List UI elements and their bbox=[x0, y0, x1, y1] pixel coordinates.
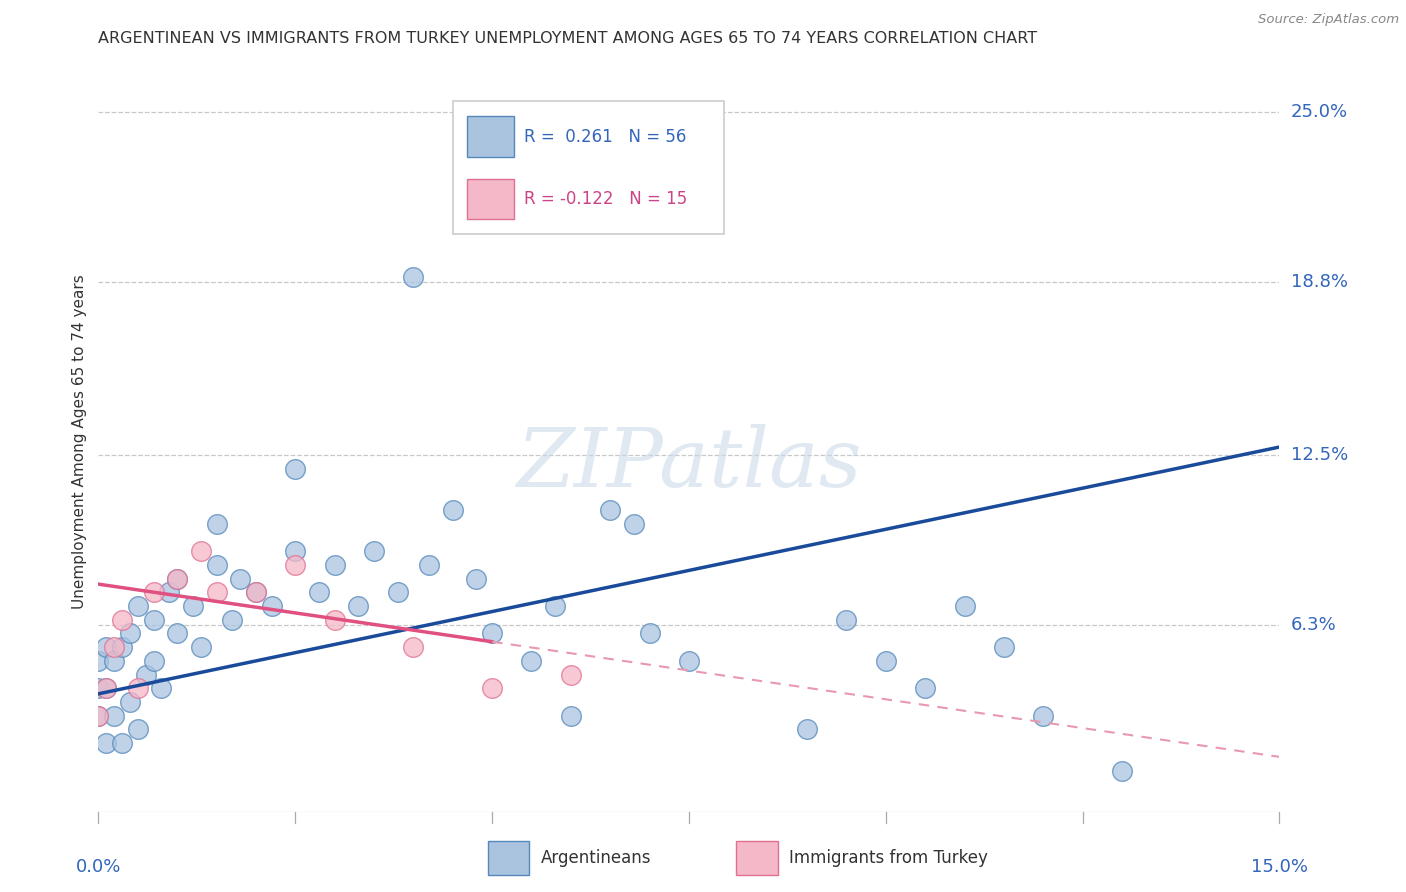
Point bbox=[87, 708, 110, 723]
Point bbox=[96, 736, 118, 750]
Point bbox=[142, 654, 165, 668]
Text: ZIPatlas: ZIPatlas bbox=[516, 424, 862, 504]
Point bbox=[323, 613, 346, 627]
Point bbox=[1032, 708, 1054, 723]
Point bbox=[190, 640, 212, 655]
Point bbox=[127, 681, 149, 696]
Y-axis label: Unemployment Among Ages 65 to 74 years: Unemployment Among Ages 65 to 74 years bbox=[72, 274, 87, 609]
Point bbox=[166, 572, 188, 586]
Point bbox=[96, 681, 118, 696]
Point bbox=[544, 599, 567, 613]
Point bbox=[87, 654, 110, 668]
Point bbox=[87, 708, 110, 723]
Point bbox=[135, 667, 157, 681]
Point bbox=[308, 585, 330, 599]
Point bbox=[387, 585, 409, 599]
Point bbox=[96, 640, 118, 655]
Point bbox=[363, 544, 385, 558]
Point bbox=[284, 462, 307, 476]
Point bbox=[205, 558, 228, 572]
Text: 18.8%: 18.8% bbox=[1291, 274, 1347, 292]
Point bbox=[284, 558, 307, 572]
Point bbox=[142, 585, 165, 599]
Point bbox=[835, 613, 858, 627]
Point bbox=[520, 654, 543, 668]
Text: 12.5%: 12.5% bbox=[1291, 446, 1348, 464]
Point bbox=[418, 558, 440, 572]
Text: Source: ZipAtlas.com: Source: ZipAtlas.com bbox=[1258, 13, 1399, 27]
Point bbox=[118, 695, 141, 709]
Point bbox=[127, 599, 149, 613]
Point bbox=[441, 503, 464, 517]
Text: Immigrants from Turkey: Immigrants from Turkey bbox=[789, 849, 988, 867]
Point bbox=[560, 708, 582, 723]
Point bbox=[205, 516, 228, 531]
Point bbox=[638, 626, 661, 640]
Text: R =  0.261   N = 56: R = 0.261 N = 56 bbox=[523, 128, 686, 145]
Point bbox=[96, 681, 118, 696]
Point bbox=[205, 585, 228, 599]
Point bbox=[166, 626, 188, 640]
Point bbox=[103, 654, 125, 668]
Point bbox=[481, 626, 503, 640]
Point bbox=[103, 640, 125, 655]
Text: ARGENTINEAN VS IMMIGRANTS FROM TURKEY UNEMPLOYMENT AMONG AGES 65 TO 74 YEARS COR: ARGENTINEAN VS IMMIGRANTS FROM TURKEY UN… bbox=[98, 31, 1038, 46]
FancyBboxPatch shape bbox=[737, 841, 778, 875]
Point bbox=[481, 681, 503, 696]
Text: 15.0%: 15.0% bbox=[1251, 858, 1308, 876]
Point bbox=[111, 640, 134, 655]
Text: 6.3%: 6.3% bbox=[1291, 616, 1336, 634]
Text: R = -0.122   N = 15: R = -0.122 N = 15 bbox=[523, 191, 688, 209]
Point bbox=[560, 667, 582, 681]
Point bbox=[157, 585, 180, 599]
Point bbox=[402, 640, 425, 655]
Point bbox=[150, 681, 173, 696]
Point bbox=[875, 654, 897, 668]
Point bbox=[796, 723, 818, 737]
Point bbox=[260, 599, 283, 613]
Point bbox=[111, 736, 134, 750]
Point bbox=[142, 613, 165, 627]
Point bbox=[245, 585, 267, 599]
Point bbox=[1111, 764, 1133, 778]
Point bbox=[465, 572, 488, 586]
Text: 0.0%: 0.0% bbox=[76, 858, 121, 876]
Point bbox=[87, 681, 110, 696]
Point bbox=[323, 558, 346, 572]
Point bbox=[127, 723, 149, 737]
Point bbox=[118, 626, 141, 640]
FancyBboxPatch shape bbox=[467, 178, 515, 219]
Text: Argentineans: Argentineans bbox=[541, 849, 652, 867]
Point bbox=[229, 572, 252, 586]
Point bbox=[993, 640, 1015, 655]
Point bbox=[221, 613, 243, 627]
Point bbox=[402, 270, 425, 285]
FancyBboxPatch shape bbox=[488, 841, 530, 875]
Point bbox=[111, 613, 134, 627]
Point bbox=[166, 572, 188, 586]
Point bbox=[284, 544, 307, 558]
Point bbox=[914, 681, 936, 696]
Point bbox=[347, 599, 370, 613]
Point bbox=[599, 503, 621, 517]
Point bbox=[190, 544, 212, 558]
Point bbox=[245, 585, 267, 599]
Point bbox=[103, 708, 125, 723]
FancyBboxPatch shape bbox=[453, 101, 724, 235]
Point bbox=[181, 599, 204, 613]
Text: 25.0%: 25.0% bbox=[1291, 103, 1348, 121]
Point bbox=[623, 516, 645, 531]
FancyBboxPatch shape bbox=[467, 116, 515, 156]
Point bbox=[953, 599, 976, 613]
Point bbox=[678, 654, 700, 668]
